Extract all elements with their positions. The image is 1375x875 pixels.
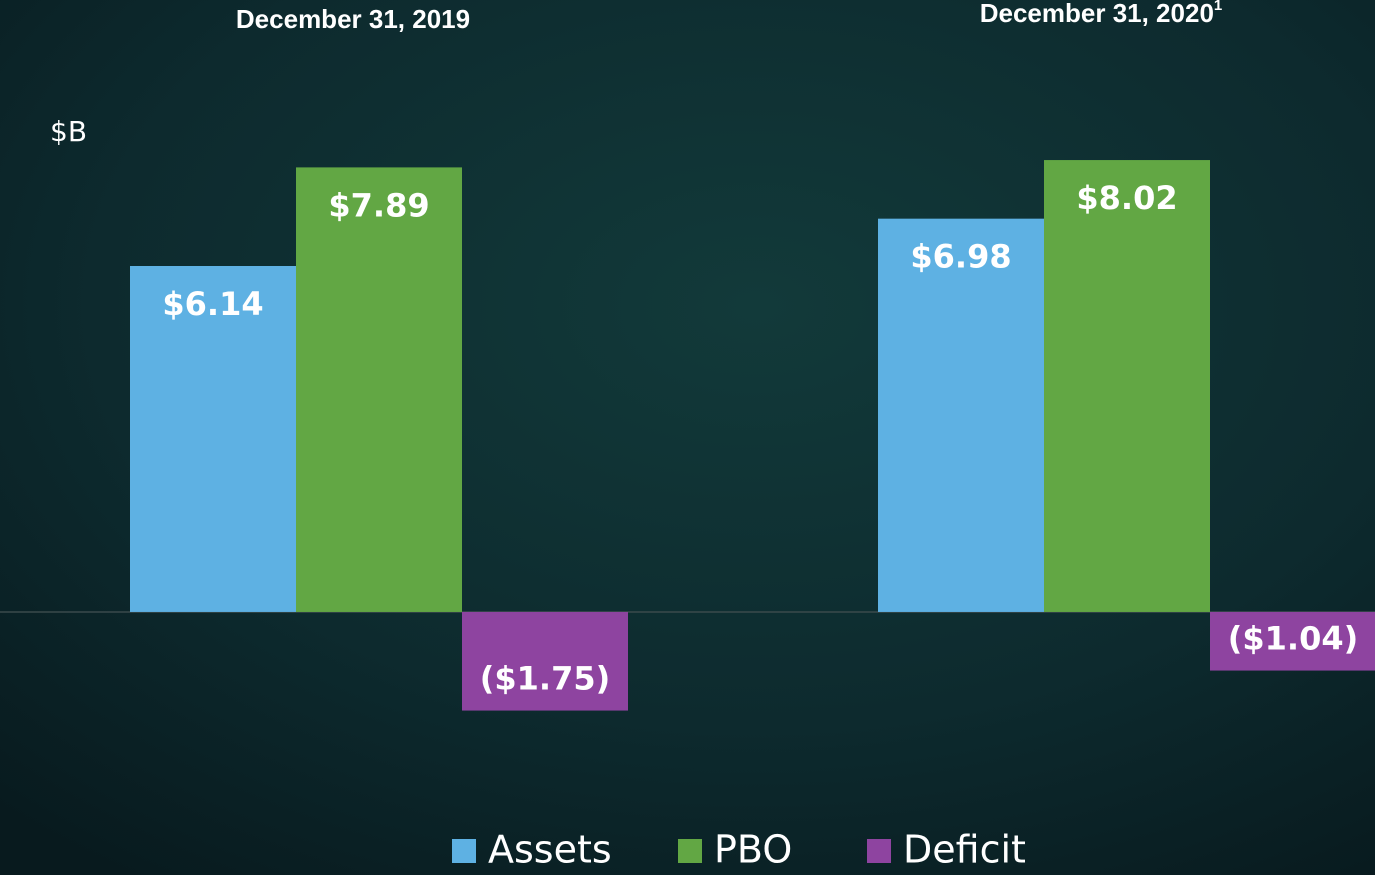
- category-text: December 31, 2019: [236, 4, 470, 34]
- bar: [878, 218, 1044, 612]
- legend-swatch: [678, 839, 702, 863]
- bar: [462, 611, 628, 711]
- value-label: $6.98: [910, 238, 1011, 276]
- bar: [1210, 611, 1375, 671]
- category-label: December 31, 2019: [236, 4, 470, 34]
- legend-label: PBO: [714, 828, 792, 872]
- category-text: December 31, 2020: [980, 0, 1214, 28]
- value-label: $6.14: [162, 285, 263, 323]
- bar: [296, 167, 462, 612]
- axis-label: $B: [50, 115, 87, 148]
- footnote-marker: 1: [1214, 0, 1222, 14]
- value-label: $7.89: [328, 186, 429, 224]
- legend-swatch: [867, 839, 891, 863]
- value-label: ($1.75): [480, 660, 610, 698]
- value-label: ($1.04): [1228, 620, 1358, 658]
- bar: [1044, 160, 1210, 612]
- legend-label: Assets: [488, 828, 612, 872]
- legend-swatch: [452, 839, 476, 863]
- bar: [130, 265, 296, 612]
- legend-label: Deficit: [903, 828, 1026, 872]
- category-label: December 31, 20201: [980, 0, 1223, 28]
- value-label: $8.02: [1076, 179, 1177, 217]
